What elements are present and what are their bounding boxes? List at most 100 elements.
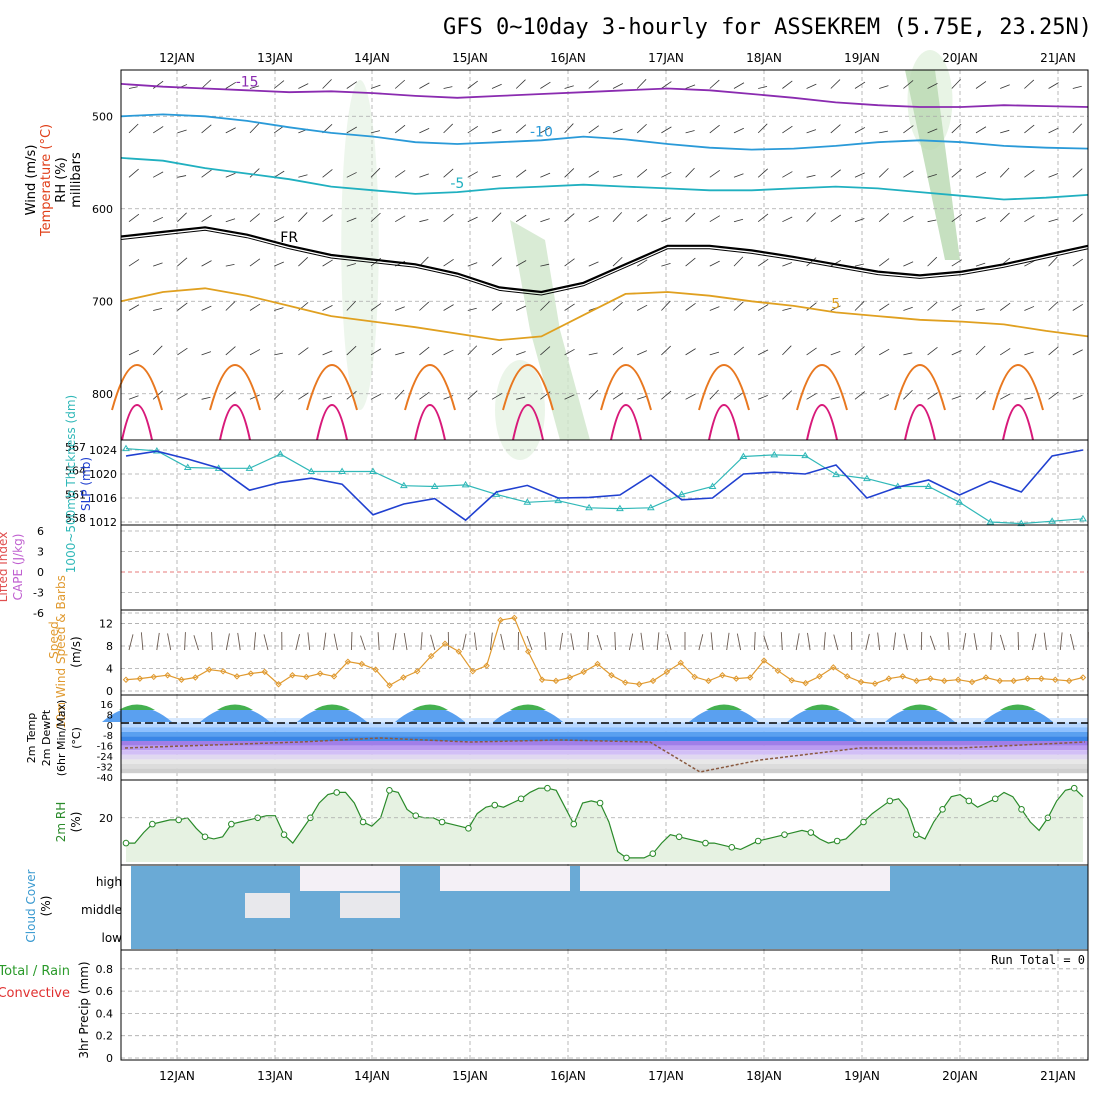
wind-barb [612, 128, 623, 134]
cape-frame [120, 524, 1089, 611]
wind-barb [685, 130, 695, 134]
wind-barb [854, 391, 866, 400]
wind-barb [491, 257, 502, 267]
wind-barb [927, 347, 938, 356]
wind-speed-marker [427, 652, 435, 660]
wind-barb [879, 130, 888, 134]
wind-barb [1024, 215, 1035, 223]
wind-barb [757, 304, 769, 311]
precip-tick: 0.6 [96, 985, 114, 998]
wind-barb [685, 302, 696, 311]
wind-barb [201, 214, 212, 223]
rh-marker [781, 831, 788, 838]
wind-barb [709, 260, 720, 267]
wind-barb [903, 80, 914, 89]
contour-line [120, 83, 1089, 108]
top-day-label: 21JAN [1040, 51, 1076, 65]
wind-barb [709, 124, 720, 134]
top-day-label: 17JAN [648, 51, 684, 65]
thickness-marker [585, 503, 593, 511]
rh-marker [991, 795, 999, 803]
wind-barb [588, 216, 599, 223]
temp-band [121, 759, 1088, 764]
wind-speed-marker [705, 677, 712, 685]
wind-barb [153, 262, 163, 267]
temp-hump [689, 707, 759, 722]
surface-wind-barb [990, 632, 993, 651]
contour-line [120, 229, 1089, 296]
cape-ylabels-text: CAPE (J/kg) [11, 534, 25, 601]
contour-label: -10 [530, 124, 553, 140]
surface-wind-barb [893, 632, 897, 651]
wind-barb [758, 395, 768, 400]
wind-barb [661, 217, 672, 223]
slp-right-tick: 1020 [89, 468, 117, 481]
rh-marker [596, 799, 604, 807]
wind-barb [1024, 169, 1035, 178]
wind-barb [612, 347, 624, 356]
wind-barb [516, 351, 526, 356]
pressure-tick-label: 600 [92, 203, 113, 216]
surface-wind-barb [962, 633, 967, 651]
wind-barb [806, 83, 817, 89]
wind-barb [322, 304, 333, 311]
precip-frame [120, 949, 1089, 1061]
pressure-tick-label: 800 [92, 388, 113, 401]
cloud-ylabels-text: (%) [39, 896, 53, 917]
wind-barb [830, 214, 842, 223]
temp-band [121, 736, 1088, 741]
wind-speed-marker [760, 657, 768, 664]
wind-barb [637, 304, 648, 311]
slp-right-tick: 1016 [89, 492, 117, 505]
wind-barb [903, 306, 913, 311]
thickness-marker [369, 467, 377, 474]
temp-hump [395, 707, 465, 722]
surface-wind-barb [763, 635, 769, 651]
wind-tick: 4 [106, 662, 113, 675]
wind-barb [467, 216, 478, 223]
slp-right-tick: 1024 [89, 444, 117, 457]
wind-barb [1048, 218, 1058, 223]
wind-barb [346, 300, 356, 311]
wind-barb [467, 171, 478, 178]
wind-barb [1024, 124, 1035, 134]
warm-contour [698, 364, 750, 411]
surface-wind-barb [1032, 633, 1037, 651]
slp-series-line [125, 448, 1084, 525]
chart-title: GFS 0~10day 3-hourly for ASSEKREM (5.75E… [443, 15, 1092, 40]
temp-ylabels-text: 2m Temp [25, 713, 38, 764]
wind-barb [975, 308, 985, 311]
surface-wind-barb [193, 635, 199, 651]
thickness-marker [986, 518, 995, 525]
temp-ylabels: 2m Temp 2m DewPt (6hr Min/Max) (°C) [25, 700, 83, 777]
wind-barb [225, 172, 236, 178]
thickness-tick: 567 [65, 441, 86, 454]
wind-barb [491, 302, 503, 311]
wind-speed-marker [1052, 676, 1059, 683]
wind-speed-marker [1065, 677, 1073, 685]
wind-barb [975, 345, 986, 356]
wind-barb [564, 303, 575, 311]
rh-marker [386, 787, 393, 794]
wind-barb [394, 170, 406, 178]
wind-speed-marker [691, 673, 698, 681]
cloud-clear [440, 866, 570, 891]
wind-barb [951, 214, 962, 223]
temp-hump-green [412, 704, 448, 710]
surface-wind-barb [710, 632, 714, 651]
cloud-clear [300, 866, 400, 891]
rh-ylabels: 2m RH (%) [54, 802, 83, 843]
warm-contour [219, 404, 251, 441]
wind-barb [588, 80, 599, 89]
wind-barb [249, 258, 261, 267]
wind-barb [152, 80, 164, 89]
precip-total-label: Total / Rain [0, 964, 70, 979]
temp-hump [787, 707, 857, 722]
wind-speed-marker [871, 680, 879, 687]
wind-barb [443, 213, 454, 223]
contour-line [120, 157, 1089, 201]
wind-barb [467, 307, 477, 311]
bottom-day-label: 12JAN [159, 1069, 195, 1083]
wind-barb [370, 84, 381, 89]
